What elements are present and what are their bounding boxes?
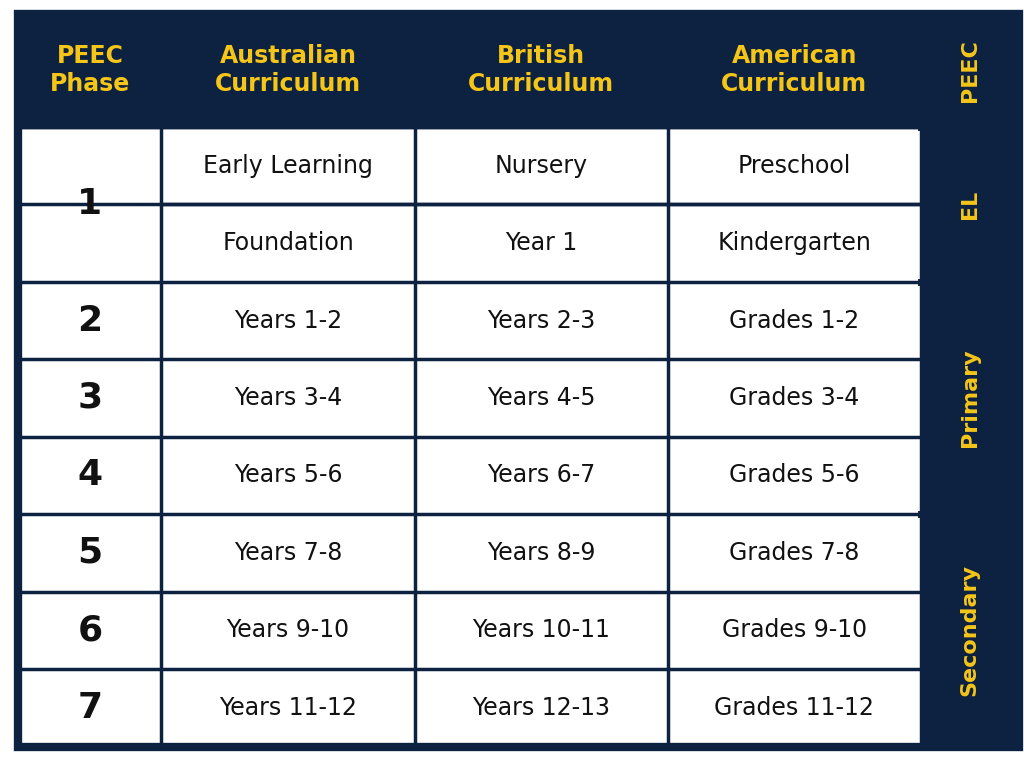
Text: PEEC: PEEC xyxy=(959,39,980,102)
Text: Years 9-10: Years 9-10 xyxy=(226,619,349,642)
Bar xyxy=(415,282,668,359)
Text: Years 10-11: Years 10-11 xyxy=(472,619,610,642)
Text: Secondary: Secondary xyxy=(959,565,980,697)
Text: Years 2-3: Years 2-3 xyxy=(487,309,595,333)
Text: 7: 7 xyxy=(78,691,102,725)
Bar xyxy=(415,205,668,282)
Text: Foundation: Foundation xyxy=(222,231,354,255)
Text: Grades 3-4: Grades 3-4 xyxy=(729,386,859,410)
Text: Grades 11-12: Grades 11-12 xyxy=(715,696,874,720)
Bar xyxy=(415,514,668,592)
Text: Grades 9-10: Grades 9-10 xyxy=(722,619,867,642)
Text: 1: 1 xyxy=(78,187,102,221)
Text: Nursery: Nursery xyxy=(495,154,588,177)
Text: Grades 1-2: Grades 1-2 xyxy=(729,309,859,333)
Bar xyxy=(162,205,415,282)
Bar xyxy=(162,437,415,514)
Bar xyxy=(162,592,415,669)
Text: Preschool: Preschool xyxy=(737,154,851,177)
Text: EL: EL xyxy=(959,190,980,219)
Bar xyxy=(18,514,162,592)
Text: 6: 6 xyxy=(78,613,102,647)
Text: 4: 4 xyxy=(78,459,102,493)
Text: 2: 2 xyxy=(78,303,102,337)
Bar xyxy=(668,669,921,747)
Bar xyxy=(162,282,415,359)
Bar xyxy=(18,669,162,747)
Text: Year 1: Year 1 xyxy=(505,231,578,255)
Text: Years 6-7: Years 6-7 xyxy=(487,463,595,487)
Text: Early Learning: Early Learning xyxy=(203,154,373,177)
Bar xyxy=(668,359,921,437)
Bar xyxy=(668,205,921,282)
Bar xyxy=(415,592,668,669)
Text: Grades 7-8: Grades 7-8 xyxy=(729,541,859,565)
Bar xyxy=(921,282,1019,514)
Bar xyxy=(18,282,162,359)
Bar xyxy=(921,14,1019,127)
Text: Years 1-2: Years 1-2 xyxy=(234,309,342,333)
Bar xyxy=(921,127,1019,282)
Text: British
Curriculum: British Curriculum xyxy=(468,45,614,96)
Bar xyxy=(415,669,668,747)
Bar xyxy=(415,437,668,514)
Bar xyxy=(162,14,415,127)
Text: American
Curriculum: American Curriculum xyxy=(721,45,867,96)
Text: Years 3-4: Years 3-4 xyxy=(233,386,342,410)
Text: Kindergarten: Kindergarten xyxy=(718,231,871,255)
Bar xyxy=(162,669,415,747)
Text: Australian
Curriculum: Australian Curriculum xyxy=(215,45,361,96)
Text: 5: 5 xyxy=(78,536,102,570)
Bar xyxy=(162,359,415,437)
Bar xyxy=(162,514,415,592)
Bar xyxy=(18,359,162,437)
Bar xyxy=(18,127,162,282)
Text: PEEC
Phase: PEEC Phase xyxy=(50,45,130,96)
Bar xyxy=(415,359,668,437)
Text: Years 5-6: Years 5-6 xyxy=(233,463,342,487)
Bar xyxy=(18,14,162,127)
Text: Primary: Primary xyxy=(959,349,980,447)
Text: Years 7-8: Years 7-8 xyxy=(233,541,342,565)
Bar xyxy=(668,14,921,127)
Text: Years 11-12: Years 11-12 xyxy=(219,696,357,720)
Bar xyxy=(415,127,668,205)
Bar xyxy=(668,127,921,205)
Bar xyxy=(162,127,415,205)
Text: 3: 3 xyxy=(78,381,102,415)
Bar xyxy=(668,514,921,592)
Text: Years 12-13: Years 12-13 xyxy=(472,696,610,720)
Bar xyxy=(921,514,1019,747)
Bar xyxy=(668,282,921,359)
Bar xyxy=(18,592,162,669)
Bar xyxy=(668,592,921,669)
Text: Grades 5-6: Grades 5-6 xyxy=(729,463,859,487)
Text: Years 8-9: Years 8-9 xyxy=(487,541,595,565)
Bar xyxy=(18,437,162,514)
Bar xyxy=(415,14,668,127)
Bar xyxy=(668,437,921,514)
Text: Years 4-5: Years 4-5 xyxy=(487,386,595,410)
